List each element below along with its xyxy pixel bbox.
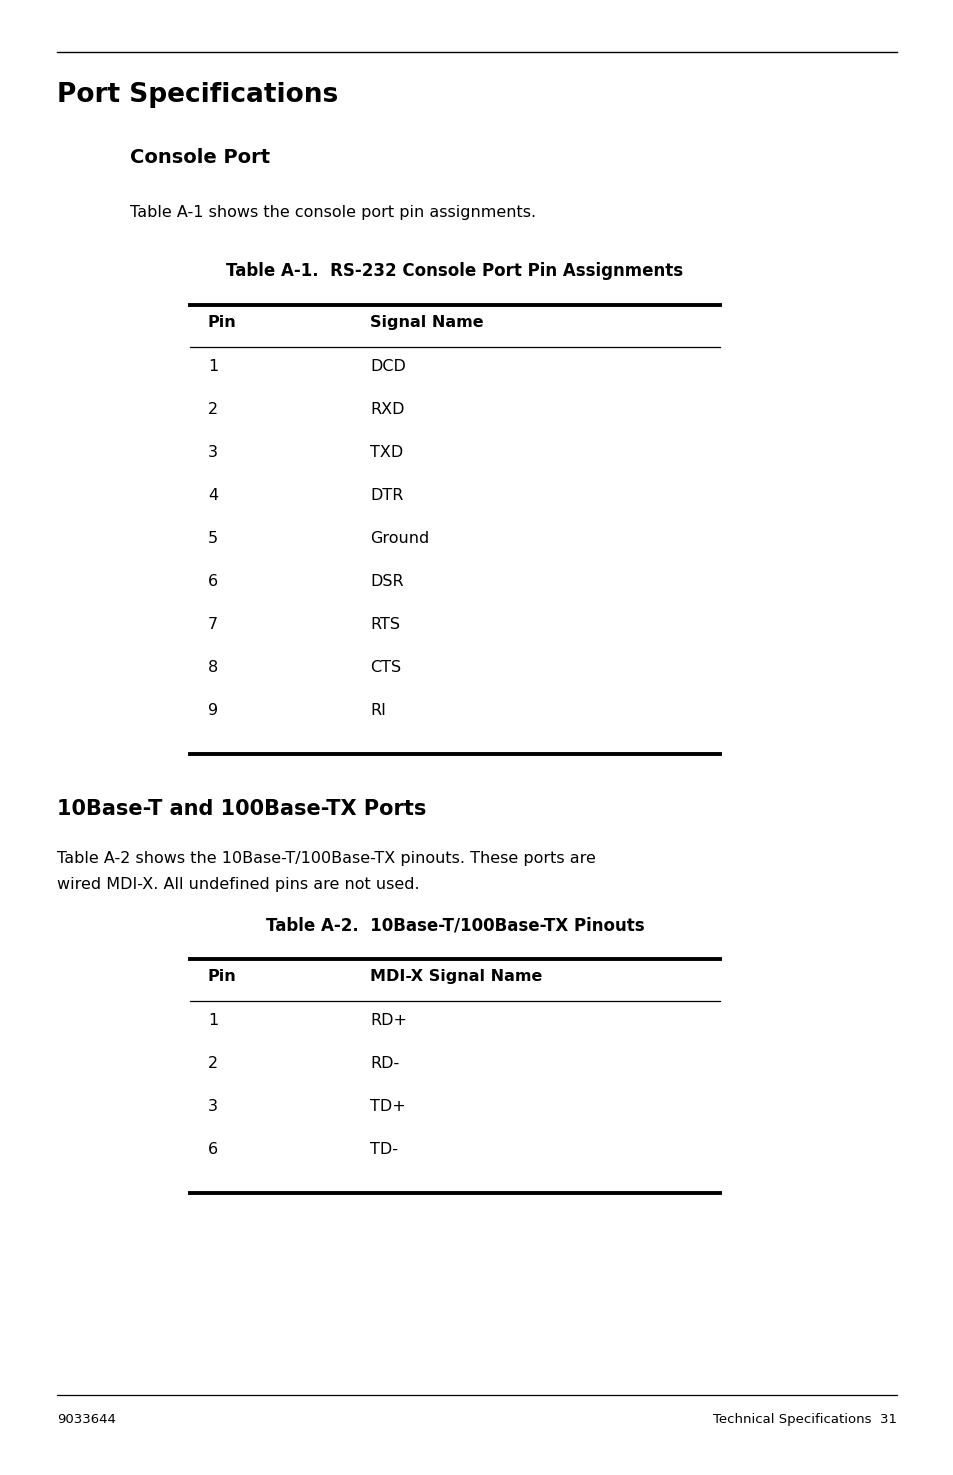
Text: Table A-1.  RS-232 Console Port Pin Assignments: Table A-1. RS-232 Console Port Pin Assig… — [226, 263, 683, 280]
Text: RD+: RD+ — [370, 1013, 407, 1028]
Text: Table A-1 shows the console port pin assignments.: Table A-1 shows the console port pin ass… — [130, 205, 536, 220]
Text: 6: 6 — [208, 574, 218, 589]
Text: 1: 1 — [208, 1013, 218, 1028]
Text: TXD: TXD — [370, 445, 403, 460]
Text: CTS: CTS — [370, 659, 400, 676]
Text: 1: 1 — [208, 358, 218, 375]
Text: RXD: RXD — [370, 403, 404, 417]
Text: 7: 7 — [208, 617, 218, 631]
Text: RTS: RTS — [370, 617, 399, 631]
Text: DTR: DTR — [370, 488, 403, 503]
Text: 6: 6 — [208, 1142, 218, 1156]
Text: TD-: TD- — [370, 1142, 397, 1156]
Text: 3: 3 — [208, 445, 218, 460]
Text: Pin: Pin — [208, 316, 236, 330]
Text: TD+: TD+ — [370, 1099, 405, 1114]
Text: 2: 2 — [208, 403, 218, 417]
Text: Pin: Pin — [208, 969, 236, 984]
Text: 9: 9 — [208, 704, 218, 718]
Text: DCD: DCD — [370, 358, 405, 375]
Text: 9033644: 9033644 — [57, 1413, 115, 1426]
Text: Table A-2.  10Base-T/100Base-TX Pinouts: Table A-2. 10Base-T/100Base-TX Pinouts — [265, 917, 643, 935]
Text: wired MDI-X. All undefined pins are not used.: wired MDI-X. All undefined pins are not … — [57, 878, 419, 892]
Text: 10Base-T and 100Base-TX Ports: 10Base-T and 100Base-TX Ports — [57, 799, 426, 819]
Text: 2: 2 — [208, 1056, 218, 1071]
Text: 4: 4 — [208, 488, 218, 503]
Text: DSR: DSR — [370, 574, 403, 589]
Text: 5: 5 — [208, 531, 218, 546]
Text: MDI-X Signal Name: MDI-X Signal Name — [370, 969, 542, 984]
Text: 3: 3 — [208, 1099, 218, 1114]
Text: Ground: Ground — [370, 531, 429, 546]
Text: RI: RI — [370, 704, 385, 718]
Text: Console Port: Console Port — [130, 148, 270, 167]
Text: 8: 8 — [208, 659, 218, 676]
Text: RD-: RD- — [370, 1056, 399, 1071]
Text: Port Specifications: Port Specifications — [57, 83, 338, 108]
Text: Signal Name: Signal Name — [370, 316, 483, 330]
Text: Technical Specifications  31: Technical Specifications 31 — [712, 1413, 896, 1426]
Text: Table A-2 shows the 10Base-T/100Base-TX pinouts. These ports are: Table A-2 shows the 10Base-T/100Base-TX … — [57, 851, 596, 866]
